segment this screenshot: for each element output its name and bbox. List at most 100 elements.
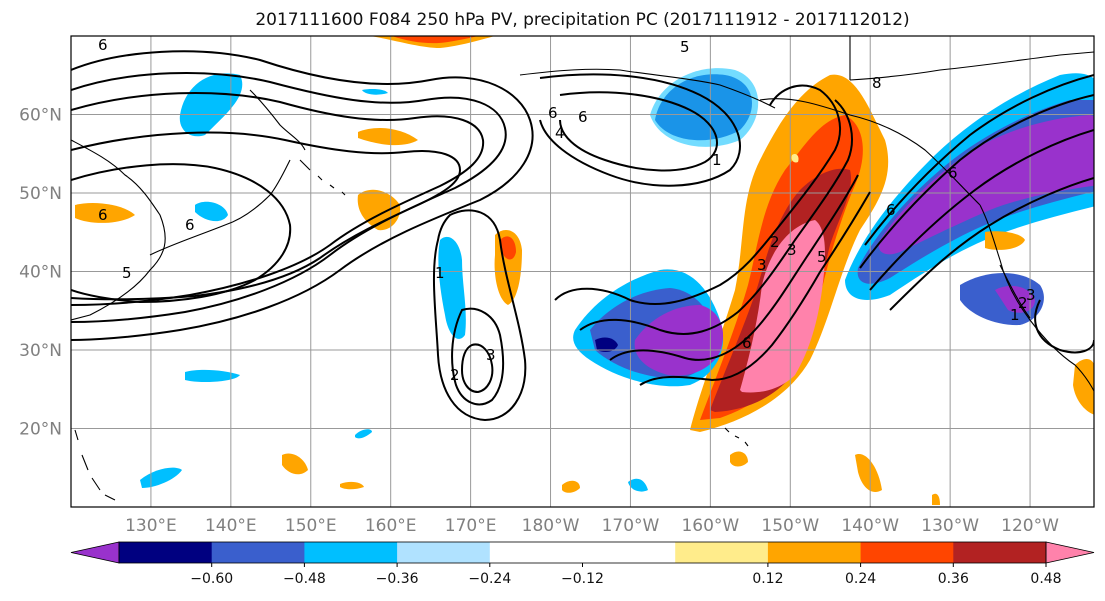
coastline-islands-west xyxy=(74,429,116,501)
pv-contours xyxy=(71,50,1094,422)
precip-neg-small1 xyxy=(185,369,240,383)
pv-label: 2 xyxy=(1018,294,1028,312)
pv-contour-cutoff-3 xyxy=(460,343,494,394)
colorbar-tick-label: −0.60 xyxy=(190,571,233,587)
precip-pos-small-d xyxy=(340,481,364,490)
pv-contour-ridge-3 xyxy=(71,92,485,306)
pv-contour-ridge-2 xyxy=(71,72,507,323)
precip-negative-purple-sw xyxy=(995,285,1035,313)
precip-pos-small-west xyxy=(75,203,135,223)
precip-neg-japan xyxy=(195,201,228,222)
pv-label: 3 xyxy=(1026,286,1036,304)
longitude-label: 120°W xyxy=(1001,516,1059,536)
colorbar-tick-label: −0.48 xyxy=(283,571,326,587)
colorbar-bin xyxy=(211,542,305,563)
pv-label: 6 xyxy=(886,201,896,219)
precip-pos-small-e xyxy=(932,493,940,505)
pv-contour-cutoff-1 xyxy=(432,209,527,422)
pv-label: 2 xyxy=(450,366,460,384)
coastline-asia xyxy=(71,139,166,321)
pv-label: 8 xyxy=(872,74,882,92)
pv-label: 6 xyxy=(98,206,108,224)
coastline-aleutians xyxy=(519,68,776,109)
longitude-label: 130°W xyxy=(921,516,979,536)
coastlines xyxy=(71,36,1094,501)
pv-contour-arc-1 xyxy=(539,73,741,187)
coastline-canada-north xyxy=(849,36,1094,81)
pv-contour-trough-1 xyxy=(554,84,841,306)
pv-label: 1 xyxy=(1010,306,1020,324)
pv-contour-ridge-4 xyxy=(71,131,462,301)
precip-negative-purple xyxy=(634,305,724,376)
precip-neg-midpac xyxy=(438,236,466,339)
longitude-label: 170°W xyxy=(602,516,660,536)
pv-contour-ne-4 xyxy=(864,74,1094,246)
colorbar-bin xyxy=(767,542,862,563)
longitude-labels: 130°E 140°E 150°E 160°E 170°E 180°W 170°W 160°W… xyxy=(125,516,1059,536)
colorbar-bin xyxy=(953,542,1047,563)
precip-negative-navy xyxy=(595,337,618,353)
pv-label: 6 xyxy=(98,36,108,54)
pv-label: 3 xyxy=(787,241,797,259)
pv-label: 3 xyxy=(757,256,767,274)
precip-pos-hawaii-s xyxy=(282,453,308,475)
pv-label: 4 xyxy=(555,124,565,142)
pv-label: 5 xyxy=(122,264,132,282)
latitude-label: 40°N xyxy=(19,263,62,283)
colorbar-arrow-low xyxy=(70,541,120,564)
precip-pos-small-a xyxy=(562,480,580,493)
precip-pos-small-b xyxy=(730,451,748,467)
graticule xyxy=(71,36,1094,507)
latitude-label: 60°N xyxy=(19,106,62,126)
pv-contour-ne-3 xyxy=(859,94,1094,269)
map-title: 2017111600 F084 250 hPa PV, precipitatio… xyxy=(255,10,910,30)
coastline-kuril xyxy=(299,159,346,196)
precip-neg-small5 xyxy=(362,89,388,95)
coastline-hawaii xyxy=(724,427,749,447)
longitude-label: 180°W xyxy=(522,516,580,536)
pv-contour-ne-1 xyxy=(889,177,1094,311)
pv-contour-trough-4 xyxy=(639,191,871,386)
longitude-label: 170°E xyxy=(445,516,497,536)
pv-contour-ridge-1 xyxy=(71,50,534,341)
precip-neg-aleutian-cyan xyxy=(650,68,759,147)
colorbar-tick-label: 0.12 xyxy=(752,571,783,587)
pv-contour-arc-2 xyxy=(559,91,718,172)
colorbar-bin xyxy=(489,542,583,563)
pv-contour-labels: 6 6 6 5 6 4 6 5 1 2 3 3 1 2 3 5 1 2 3 6 … xyxy=(98,36,1036,384)
pv-label: 6 xyxy=(185,216,195,234)
colorbar-bin xyxy=(304,542,398,563)
colorbar-bin xyxy=(397,542,491,563)
pv-contour-trough-2 xyxy=(579,99,853,335)
colorbar-bin xyxy=(675,542,769,563)
colorbar-tick-label: 0.36 xyxy=(938,571,969,587)
longitude-label: 130°E xyxy=(125,516,177,536)
colorbar-tick-label: −0.12 xyxy=(561,571,604,587)
pv-contour-ne-2 xyxy=(869,129,1094,291)
pv-contour-trough-3 xyxy=(609,174,859,361)
coastline-namerica xyxy=(979,204,1094,393)
map-frame xyxy=(70,35,1095,508)
latitude-label: 50°N xyxy=(19,184,62,204)
precip-shading xyxy=(75,36,1094,505)
pv-label: 2 xyxy=(770,233,780,251)
longitude-label: 160°W xyxy=(681,516,739,536)
pv-label: 1 xyxy=(435,264,445,282)
pv-contour-ne-5 xyxy=(1034,299,1094,354)
pv-label: 1 xyxy=(712,151,722,169)
colorbar: −0.60 −0.48 −0.36 −0.24 −0.12 0.12 0.24 0.36 0.4… xyxy=(70,541,1095,587)
latitude-labels: 60°N 50°N 40°N 30°N 20°N xyxy=(19,106,62,440)
colorbar-arrow-high xyxy=(1045,541,1095,564)
precip-pos-small-c xyxy=(855,454,882,492)
pv-label: 6 xyxy=(742,334,752,352)
colorbar-bin xyxy=(860,542,954,563)
precip-pos-kuril xyxy=(358,128,418,146)
precip-pos-midpac-red xyxy=(500,236,516,260)
pv-label: 5 xyxy=(817,248,827,266)
colorbar-tick-label: 0.24 xyxy=(845,571,876,587)
pv-label: 6 xyxy=(948,164,958,182)
precip-neg-kamchatka xyxy=(179,73,243,137)
precip-pos-hawaii xyxy=(791,153,799,163)
coastline-alaska xyxy=(759,98,981,206)
